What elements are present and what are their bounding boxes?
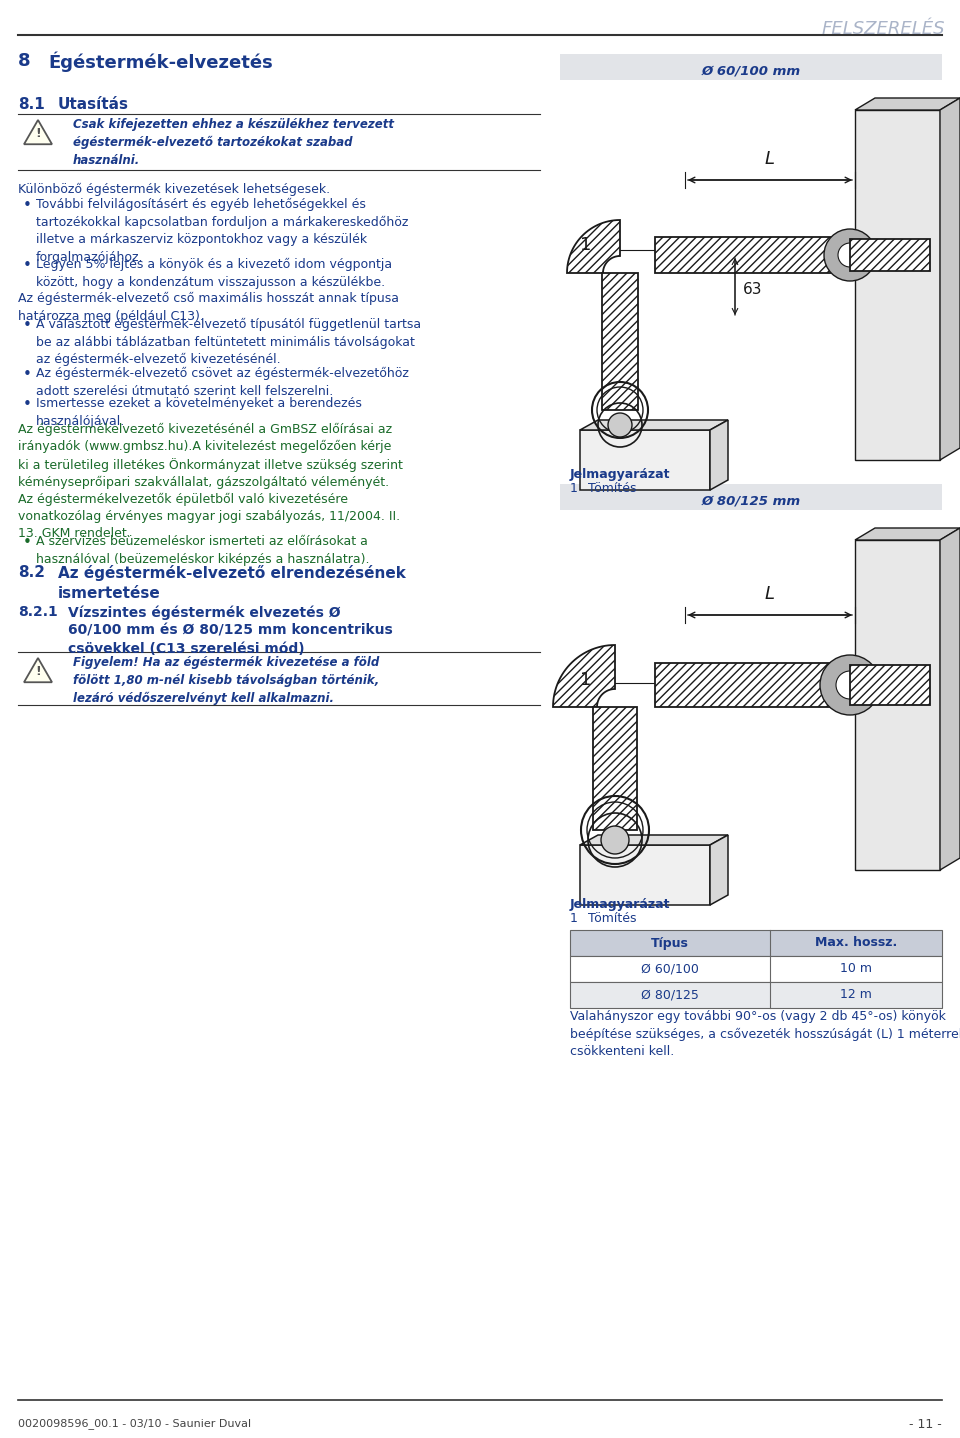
Circle shape — [838, 243, 862, 267]
Text: Különböző égéstermék kivezetések lehetségesek.: Különböző égéstermék kivezetések lehetsé… — [18, 183, 330, 196]
Polygon shape — [580, 835, 728, 846]
Polygon shape — [710, 835, 728, 905]
Polygon shape — [580, 420, 728, 430]
Text: Az égéstermék-elvezető elrendezésének
ismertetése: Az égéstermék-elvezető elrendezésének is… — [58, 565, 406, 601]
Polygon shape — [24, 119, 52, 144]
Text: Csak kifejezetten ehhez a készülékhez tervezett
égéstermék-elvezető tartozékokat: Csak kifejezetten ehhez a készülékhez te… — [73, 118, 394, 167]
Bar — [570, 956, 942, 982]
Bar — [580, 430, 710, 490]
Text: 1: 1 — [580, 672, 591, 689]
Text: Típus: Típus — [651, 936, 689, 949]
Polygon shape — [710, 420, 728, 490]
Text: L: L — [765, 150, 775, 168]
Text: !: ! — [36, 664, 41, 677]
Circle shape — [820, 654, 880, 715]
Circle shape — [836, 672, 864, 699]
Bar — [570, 930, 942, 956]
Text: 8.2.1: 8.2.1 — [18, 605, 58, 618]
Text: •: • — [23, 198, 32, 213]
Bar — [855, 541, 940, 870]
Text: 8.1: 8.1 — [18, 96, 45, 112]
Text: Max. hossz.: Max. hossz. — [815, 936, 898, 949]
Text: 8.2: 8.2 — [18, 565, 45, 580]
Text: Égéstermék-elvezetés: Égéstermék-elvezetés — [48, 52, 273, 72]
Polygon shape — [855, 98, 960, 109]
Text: Utasítás: Utasítás — [58, 96, 129, 112]
Circle shape — [824, 229, 876, 280]
Text: L: L — [765, 585, 775, 603]
Text: !: ! — [36, 127, 41, 139]
Text: - 11 -: - 11 - — [909, 1418, 942, 1431]
Text: •: • — [23, 535, 32, 549]
Bar — [655, 237, 855, 273]
Polygon shape — [940, 528, 960, 870]
Bar — [850, 664, 930, 705]
Text: 1: 1 — [580, 236, 591, 255]
Bar — [580, 846, 710, 905]
Text: Legyen 5% lejtés a könyök és a kivezető idom végpontja
között, hogy a kondenzátu: Legyen 5% lejtés a könyök és a kivezető … — [36, 257, 392, 289]
Text: Az égéstermék-elvezető csövet az égéstermék-elvezetőhöz
adott szerelési útmutató: Az égéstermék-elvezető csövet az égéster… — [36, 367, 409, 398]
Text: Ø 80/125: Ø 80/125 — [641, 988, 699, 1001]
Text: A választott égéstermék-elvezető típusától függetlenül tartsa
be az alábbi táblá: A választott égéstermék-elvezető típusát… — [36, 318, 421, 367]
Text: •: • — [23, 318, 32, 334]
Polygon shape — [553, 646, 615, 707]
Text: •: • — [23, 367, 32, 383]
Text: •: • — [23, 257, 32, 273]
Text: Figyelem! Ha az égéstermék kivezetése a föld
fölött 1,80 m-nél kisebb távolságba: Figyelem! Ha az égéstermék kivezetése a … — [73, 656, 379, 705]
Text: •: • — [23, 397, 32, 413]
Text: Tömítés: Tömítés — [588, 912, 636, 925]
Text: 12 m: 12 m — [840, 988, 872, 1001]
Text: FELSZERELÉS: FELSZERELÉS — [822, 20, 945, 37]
Bar — [655, 663, 855, 707]
Bar — [850, 239, 930, 270]
Text: A szervizes beüzemeléskor ismerteti az előírásokat a
használóval (beüzemeléskor : A szervizes beüzemeléskor ismerteti az e… — [36, 535, 370, 565]
Text: Ismertesse ezeket a követelményeket a berendezés
használójával.: Ismertesse ezeket a követelményeket a be… — [36, 397, 362, 427]
Bar — [855, 109, 940, 460]
Bar — [602, 273, 638, 410]
Text: Tömítés: Tömítés — [588, 482, 636, 495]
Text: Ø 80/125 mm: Ø 80/125 mm — [702, 495, 801, 508]
Text: 8: 8 — [18, 52, 31, 70]
Text: 10 m: 10 m — [840, 962, 872, 975]
Circle shape — [608, 413, 632, 437]
Text: 1: 1 — [570, 912, 578, 925]
Polygon shape — [940, 98, 960, 460]
Text: Az égéstermék-elvezető cső maximális hosszát annak típusa
határozza meg (például: Az égéstermék-elvezető cső maximális hos… — [18, 292, 399, 322]
Text: Jelmagyarázat: Jelmagyarázat — [570, 897, 670, 912]
Text: 1: 1 — [570, 482, 578, 495]
Text: Ø 60/100: Ø 60/100 — [641, 962, 699, 975]
Text: Valahányszor egy további 90°-os (vagy 2 db 45°-os) könyök
beépítése szükséges, a: Valahányszor egy további 90°-os (vagy 2 … — [570, 1009, 960, 1058]
Text: További felvilágosításért és egyéb lehetőségekkel és
tartozékokkal kapcsolatban : További felvilágosításért és egyéb lehet… — [36, 198, 408, 265]
Text: Jelmagyarázat: Jelmagyarázat — [570, 467, 670, 480]
Text: 63: 63 — [743, 282, 762, 298]
Polygon shape — [24, 659, 52, 682]
Circle shape — [601, 825, 629, 854]
Bar — [560, 485, 942, 510]
Text: 0020098596_00.1 - 03/10 - Saunier Duval: 0020098596_00.1 - 03/10 - Saunier Duval — [18, 1418, 252, 1429]
Text: Az égéstermékelvezető kivezetésénél a GmBSZ előírásai az
irányadók (www.gmbsz.hu: Az égéstermékelvezető kivezetésénél a Gm… — [18, 423, 403, 541]
Polygon shape — [855, 528, 960, 541]
Text: Vízszintes égéstermék elvezetés Ø
60/100 mm és Ø 80/125 mm koncentrikus
csövekke: Vízszintes égéstermék elvezetés Ø 60/100… — [68, 605, 393, 656]
Bar — [593, 707, 637, 830]
Text: Ø 60/100 mm: Ø 60/100 mm — [702, 65, 801, 78]
Bar — [570, 982, 942, 1008]
Bar — [560, 55, 942, 81]
Polygon shape — [567, 220, 620, 273]
